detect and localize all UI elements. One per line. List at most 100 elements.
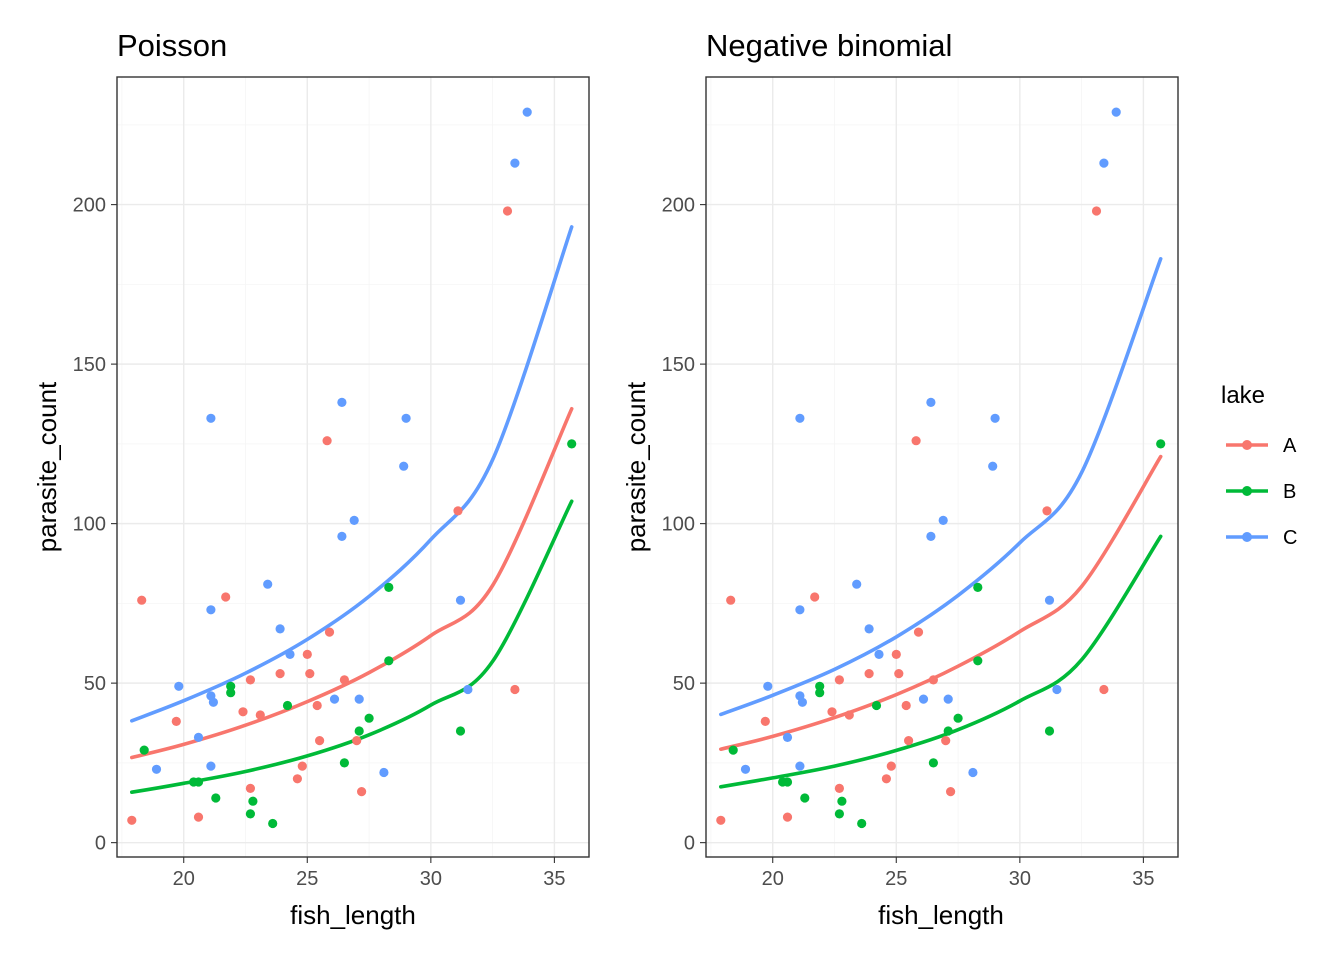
point-a [904, 736, 914, 746]
point-a [453, 506, 463, 516]
point-b [226, 681, 236, 691]
y-tick-label: 100 [662, 514, 695, 536]
point-a [901, 700, 911, 711]
point-b [193, 777, 204, 787]
y-tick-label: 50 [84, 673, 106, 695]
legend-dot-a [1242, 440, 1252, 450]
point-a [315, 736, 325, 746]
point-c [349, 515, 359, 526]
point-a [881, 774, 892, 784]
point-a [292, 774, 302, 784]
point-b [943, 726, 953, 736]
point-c [151, 764, 162, 774]
y-tick-label: 150 [662, 354, 695, 376]
y-tick-label: 50 [673, 673, 695, 695]
point-c [797, 697, 808, 707]
point-a [913, 627, 924, 637]
point-c [852, 579, 862, 589]
point-a [726, 595, 736, 605]
panel-title-poisson: Poisson [117, 28, 227, 63]
point-b [245, 809, 255, 819]
point-a [941, 736, 951, 746]
x-tick-label: 35 [1132, 868, 1154, 890]
x-tick-label: 20 [173, 868, 195, 890]
legend: lake A B C [1221, 382, 1297, 549]
point-c [379, 767, 389, 778]
y-tick-label: 0 [684, 833, 695, 855]
point-c [763, 681, 773, 691]
points-negative-binomial [716, 107, 1166, 829]
point-b [834, 809, 845, 819]
point-b [973, 582, 983, 593]
point-c [399, 461, 409, 471]
point-c [206, 605, 216, 615]
point-c [337, 397, 347, 407]
point-a [1042, 506, 1052, 516]
point-c [990, 413, 1000, 423]
point-c [206, 413, 216, 423]
point-a [946, 787, 956, 797]
point-b [782, 777, 793, 787]
x-tick-label: 30 [1009, 868, 1031, 890]
point-a [1091, 206, 1102, 216]
negative-binomial-panel: Negative binomial fish_length parasite_c… [621, 28, 1179, 930]
point-a [255, 710, 265, 720]
point-a [339, 675, 349, 685]
point-a [312, 700, 322, 711]
x-axis-title-negative-binomial: fish_length [878, 900, 1004, 930]
x-tick-label: 25 [296, 868, 318, 890]
point-a [302, 649, 312, 660]
point-b [871, 700, 882, 711]
legend-dot-c [1242, 532, 1252, 542]
fit-line-c [130, 225, 574, 723]
panel-border-negative-binomial [705, 76, 1179, 858]
panel-title-negative-binomial: Negative binomial [706, 28, 952, 63]
point-c [938, 515, 948, 526]
point-b [928, 758, 939, 768]
point-b [226, 688, 236, 698]
point-c [455, 595, 466, 605]
point-b [837, 796, 847, 806]
point-c [874, 649, 884, 660]
point-a [834, 783, 845, 794]
points-poisson [127, 107, 577, 829]
legend-label-c: C [1283, 527, 1297, 549]
point-b [857, 818, 867, 829]
point-a [137, 595, 147, 605]
point-c [1044, 595, 1055, 605]
point-c [918, 694, 929, 704]
point-c [354, 694, 364, 704]
point-a [760, 716, 770, 727]
point-c [208, 697, 218, 707]
point-a [844, 710, 854, 720]
x-tick-label: 35 [543, 868, 565, 890]
point-c [988, 461, 998, 471]
point-a [357, 787, 367, 797]
legend-key-c: C [1226, 527, 1297, 549]
point-a [322, 436, 332, 446]
point-b [953, 713, 963, 723]
x-tick-label: 25 [885, 868, 907, 890]
point-b [800, 793, 810, 803]
point-c [174, 681, 184, 691]
point-b [815, 688, 825, 698]
point-c [740, 764, 751, 774]
point-a [1099, 684, 1109, 695]
point-a [245, 675, 255, 685]
point-a [911, 436, 921, 446]
point-a [827, 707, 837, 717]
point-b [455, 726, 466, 736]
legend-dot-b [1242, 486, 1252, 496]
point-a [275, 669, 285, 679]
point-c [206, 761, 216, 771]
point-a [894, 669, 904, 679]
y-axis-title-poisson: parasite_count [32, 381, 62, 552]
point-b [567, 439, 577, 449]
point-c [193, 732, 204, 743]
point-c [943, 694, 953, 704]
ticks-poisson: 20 25 30 35 0 50 100 150 200 [73, 195, 566, 890]
point-a [193, 812, 204, 822]
point-b [728, 745, 738, 755]
point-b [815, 681, 825, 691]
